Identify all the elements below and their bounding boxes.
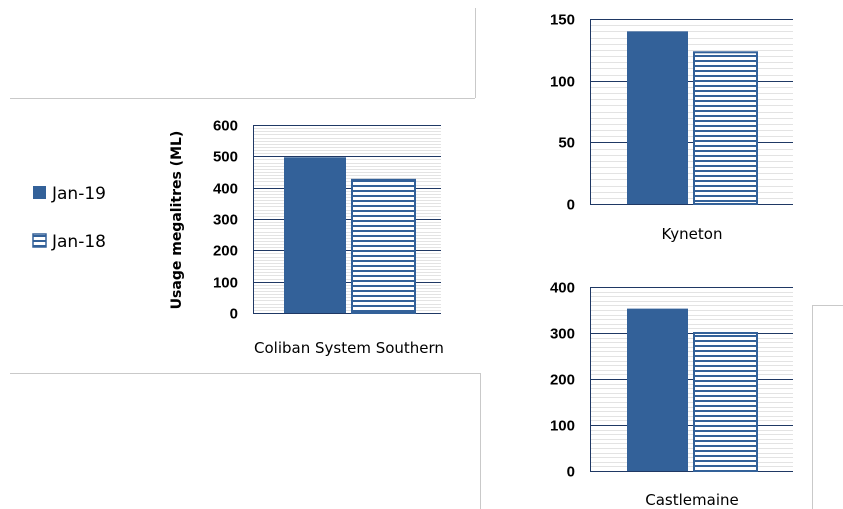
bar-jan-18: [351, 178, 416, 314]
chart-castlemaine: 0 100 200 300 400 Castlemaine: [550, 280, 793, 509]
y-tick-label: 400: [550, 280, 575, 297]
bars: [627, 31, 758, 205]
y-tick-label: 300: [213, 212, 238, 229]
legend-swatch-jan-18: [32, 233, 47, 248]
gridlines: [590, 287, 793, 472]
category-label: Castlemaine: [645, 491, 738, 509]
y-tick-label: 100: [550, 74, 575, 91]
y-tick-label: 0: [567, 464, 575, 481]
y-tick-label: 500: [213, 149, 238, 166]
bar-jan-18: [693, 332, 758, 472]
bar-jan-19: [627, 308, 688, 471]
bars: [627, 308, 758, 472]
bars: [284, 157, 416, 314]
category-label: Coliban System Southern: [254, 339, 444, 357]
y-tick-labels: 0 100 200 300 400 500 600: [213, 118, 238, 323]
y-tick-label: 100: [213, 275, 238, 292]
y-tick-label: 0: [567, 197, 575, 214]
y-tick-label: 0: [230, 306, 238, 323]
y-tick-labels: 0 100 200 300 400: [550, 280, 575, 481]
frame-lines: [10, 8, 843, 509]
chart-kyneton: 0 50 100 150 Kyneton: [550, 12, 793, 243]
y-tick-label: 300: [550, 326, 575, 343]
bar-jan-19: [284, 157, 346, 313]
bar-jan-18: [693, 51, 758, 205]
y-tick-label: 200: [550, 372, 575, 389]
y-tick-label: 50: [558, 135, 575, 152]
bar-jan-19: [627, 31, 688, 205]
legend-swatch-jan-19: [33, 186, 46, 199]
y-tick-labels: 0 50 100 150: [550, 12, 575, 214]
y-tick-label: 400: [213, 181, 238, 198]
gridlines: [590, 19, 793, 205]
y-tick-label: 100: [550, 418, 575, 435]
legend-label-jan-18: Jan-18: [51, 232, 106, 252]
category-label: Kyneton: [662, 225, 723, 243]
y-axis-label: Usage megalitres (ML): [169, 131, 185, 310]
chart-coliban-system-southern: 0 100 200 300 400 500 600 Usage megalitres (ML…: [169, 118, 444, 358]
legend-label-jan-19: Jan-19: [51, 184, 106, 204]
y-tick-label: 200: [213, 243, 238, 260]
y-tick-label: 600: [213, 118, 238, 135]
legend: Jan-19 Jan-18: [32, 184, 106, 252]
y-tick-label: 150: [550, 12, 575, 29]
